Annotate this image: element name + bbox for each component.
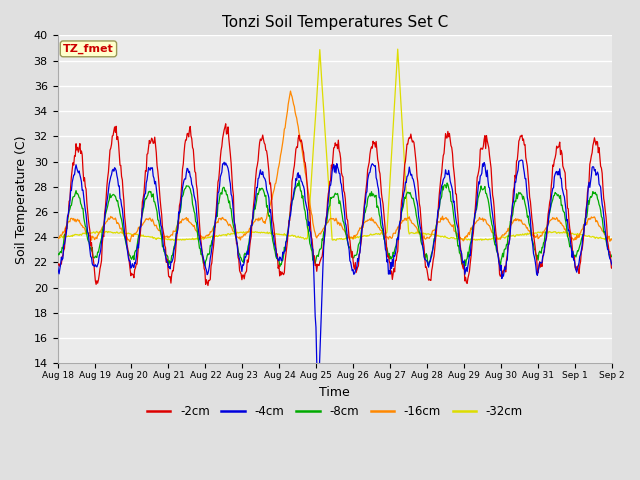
X-axis label: Time: Time bbox=[319, 385, 350, 398]
Legend: -2cm, -4cm, -8cm, -16cm, -32cm: -2cm, -4cm, -8cm, -16cm, -32cm bbox=[142, 401, 527, 423]
Text: TZ_fmet: TZ_fmet bbox=[63, 44, 114, 54]
Y-axis label: Soil Temperature (C): Soil Temperature (C) bbox=[15, 135, 28, 264]
Title: Tonzi Soil Temperatures Set C: Tonzi Soil Temperatures Set C bbox=[221, 15, 448, 30]
